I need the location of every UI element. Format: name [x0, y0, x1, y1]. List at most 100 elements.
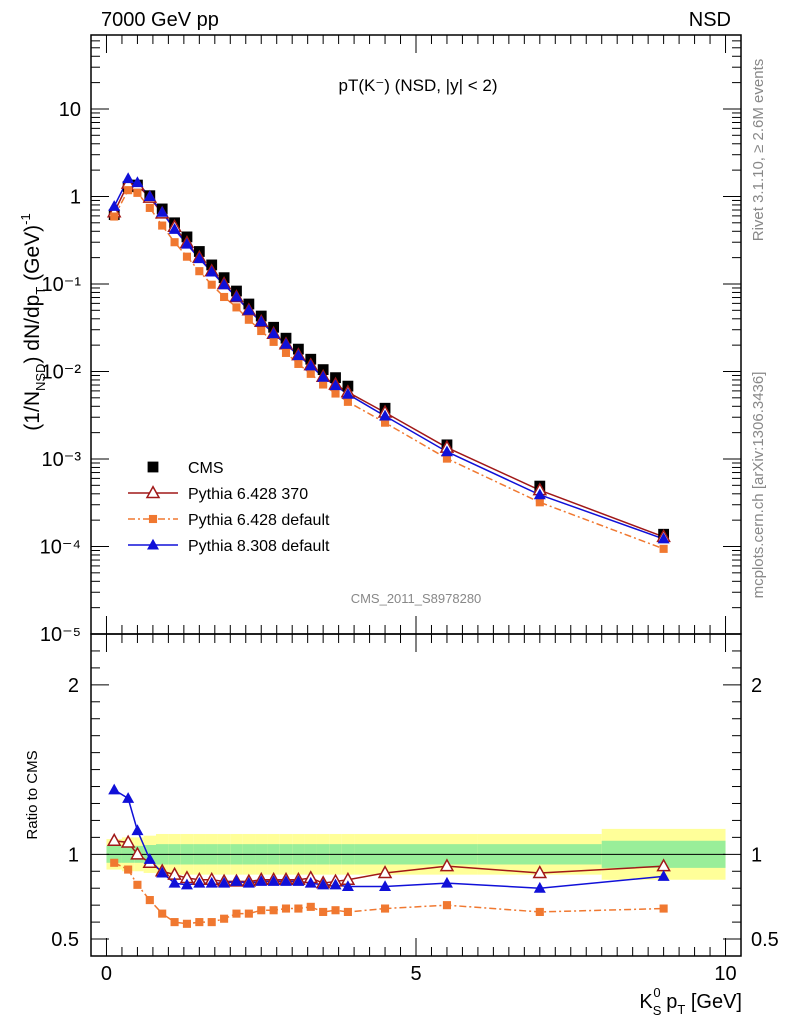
data-point	[133, 880, 142, 889]
x-tick-label: 0	[101, 963, 112, 985]
x-tick-label: 5	[410, 963, 421, 985]
data-point	[281, 904, 291, 913]
data-point	[380, 904, 390, 913]
data-point	[269, 906, 278, 915]
legend-entry-label: Pythia 8.308 default	[188, 538, 330, 555]
series-line	[113, 177, 664, 540]
data-point	[195, 267, 204, 276]
svg-text:(1/NNSD) dN/dpT (GeV)-1: (1/NNSD) dN/dpT (GeV)-1	[18, 213, 48, 430]
data-point	[156, 205, 169, 217]
data-point	[304, 359, 317, 371]
data-point	[657, 870, 670, 881]
data-point	[659, 544, 668, 553]
data-point	[532, 865, 548, 879]
data-point	[244, 315, 253, 324]
data-point	[329, 878, 342, 890]
data-point	[207, 918, 216, 927]
ratio-series-layer	[106, 783, 671, 928]
data-point	[180, 878, 193, 890]
data-point	[379, 409, 392, 421]
data-point	[145, 203, 154, 212]
data-point	[442, 454, 452, 463]
y-tick-label: 10⁻³	[42, 449, 82, 471]
data-point	[280, 337, 292, 349]
svg-text:KS0 pT [GeV]: KS0 pT [GeV]	[639, 985, 742, 1018]
data-point	[106, 832, 122, 847]
ratio-tick-labels: 0.5 0.5 1 1 2 2 0 5 10	[51, 675, 779, 985]
energy-label: 7000 GeV pp	[101, 9, 219, 31]
data-point	[232, 303, 241, 312]
data-point	[269, 337, 278, 346]
legend-entry-label: Pythia 6.428 default	[188, 512, 330, 529]
data-point	[145, 896, 154, 905]
ratio-y-tick-label: 2	[751, 675, 762, 697]
data-point	[133, 188, 142, 197]
data-point	[182, 919, 192, 928]
data-point	[145, 485, 161, 499]
data-point	[319, 907, 328, 916]
data-point	[657, 532, 670, 544]
data-point	[158, 221, 167, 230]
ratio-y-tick-label: 0.5	[51, 929, 79, 951]
data-point	[195, 918, 204, 927]
data-point	[257, 906, 266, 915]
ratio-y-axis-title: Ratio to CMS	[24, 750, 41, 839]
data-point	[218, 278, 231, 290]
data-point	[108, 783, 121, 795]
data-point	[148, 514, 158, 524]
y-tick-label: 10⁻²	[42, 361, 82, 383]
ratio-frame	[90, 633, 742, 957]
data-point	[147, 461, 159, 473]
data-point	[205, 265, 218, 277]
x-tick-label: 10	[714, 963, 736, 985]
data-point	[124, 186, 133, 195]
data-point	[439, 858, 455, 872]
data-point	[267, 875, 280, 886]
data-point	[331, 906, 340, 915]
main-y-tick-labels: 10 1 10⁻¹ 10⁻² 10⁻³ 10⁻⁴ 10⁻⁵	[40, 99, 82, 646]
data-point	[440, 445, 453, 457]
data-point	[292, 875, 305, 886]
data-point	[220, 914, 229, 923]
data-point	[131, 824, 144, 836]
ratio-y-tick-label: 0.5	[751, 929, 779, 951]
data-point	[218, 876, 231, 888]
data-point	[659, 904, 668, 913]
data-point	[294, 359, 303, 368]
y-tick-label: 1	[70, 186, 81, 208]
y-tick-label: 10	[59, 99, 81, 121]
data-point	[306, 902, 315, 911]
data-point	[267, 327, 280, 339]
y-tick-label: 10⁻¹	[42, 274, 82, 296]
data-point	[193, 252, 206, 264]
data-point	[182, 252, 192, 261]
data-point	[242, 876, 255, 888]
data-point	[343, 397, 352, 406]
data-point	[306, 369, 315, 378]
data-point	[341, 387, 354, 399]
main-panel: 10 1 10⁻¹ 10⁻² 10⁻³ 10⁻⁴ 10⁻⁵	[40, 34, 742, 646]
data-point	[143, 853, 156, 864]
data-point	[535, 498, 544, 507]
data-point	[533, 488, 546, 500]
data-point	[147, 538, 159, 550]
ratio-axis-ticks	[90, 634, 742, 957]
legend-entry-label: Pythia 6.428 370	[188, 486, 308, 503]
data-point	[257, 326, 266, 336]
ratio-line	[113, 862, 664, 925]
data-point	[130, 846, 145, 860]
data-point	[341, 880, 354, 892]
series-line	[113, 182, 664, 538]
data-point	[110, 858, 119, 867]
data-point	[122, 792, 135, 803]
analysis-id: CMS_2011_S8978280	[351, 591, 482, 606]
data-point	[343, 907, 352, 916]
data-point	[379, 880, 392, 892]
data-point	[317, 878, 330, 890]
y-tick-label: 10⁻⁴	[40, 536, 81, 558]
data-point	[156, 866, 169, 878]
data-point	[180, 237, 193, 249]
data-point	[158, 909, 167, 918]
data-point	[281, 348, 291, 357]
data-point	[143, 190, 156, 201]
